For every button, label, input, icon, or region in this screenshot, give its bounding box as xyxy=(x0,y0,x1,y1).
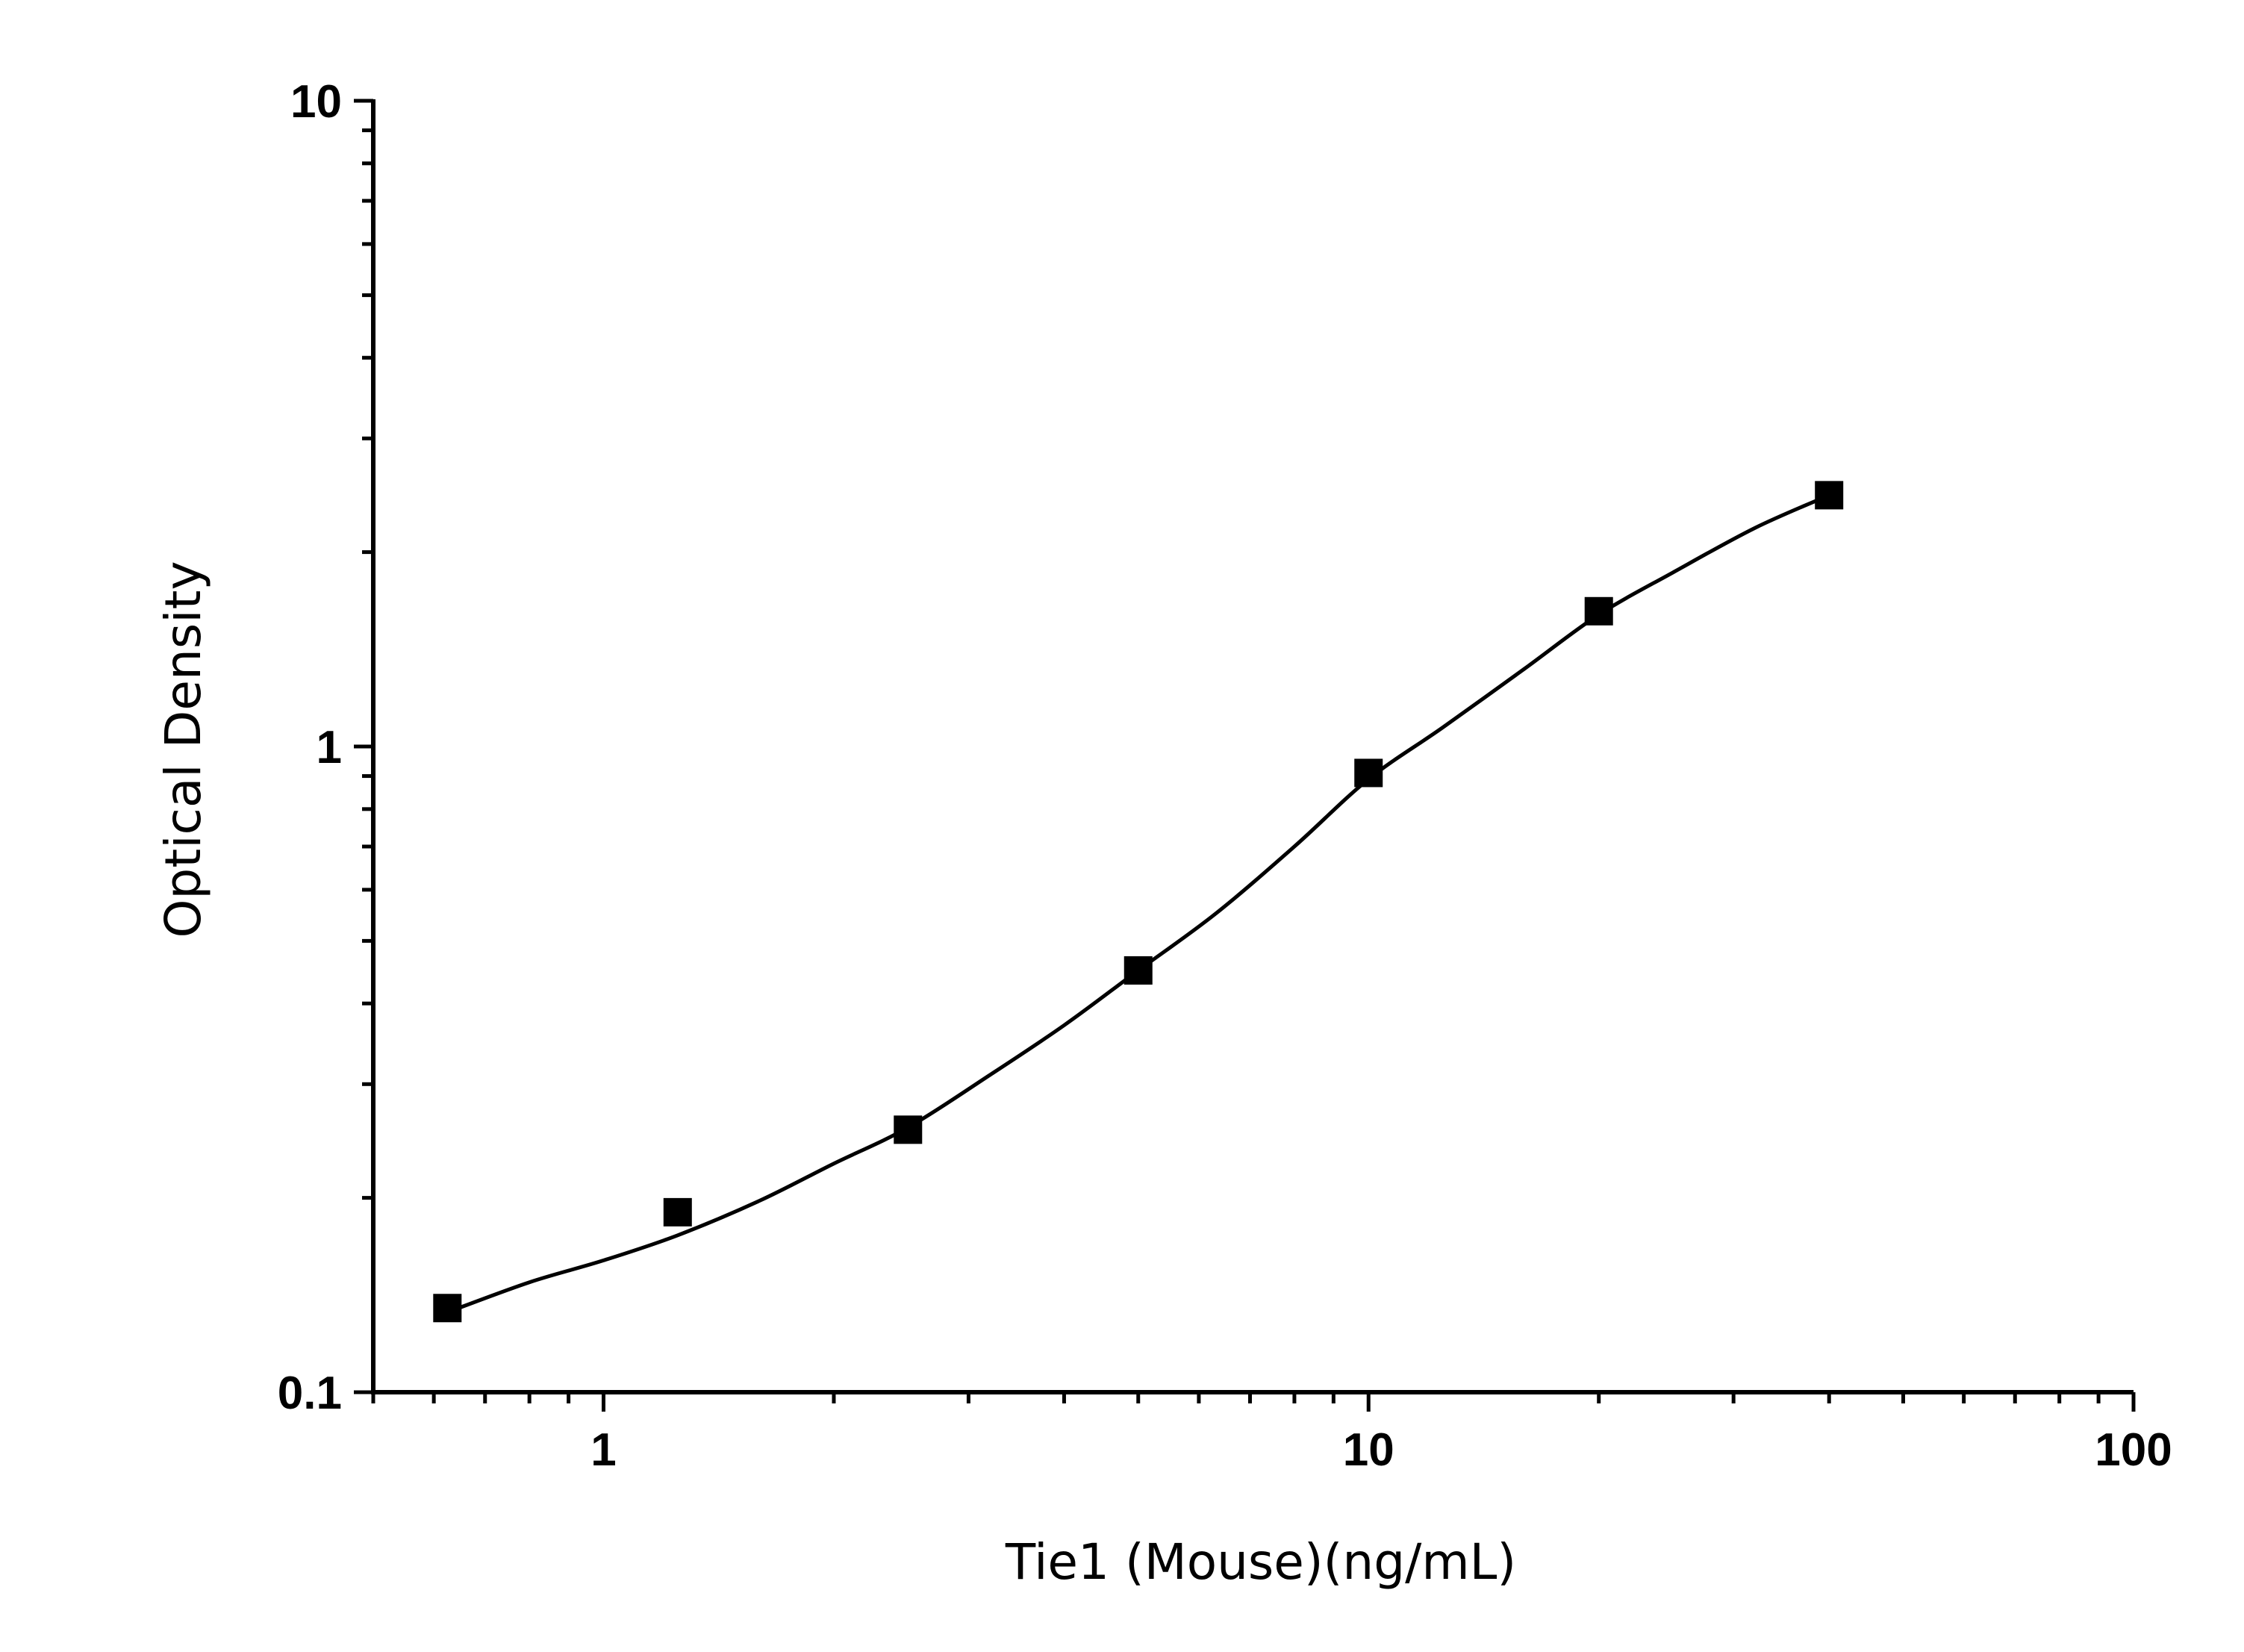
x-axis-title: Tie1 (Mouse)(ng/mL) xyxy=(1005,1533,1516,1591)
y-axis-title: Optical Density xyxy=(155,561,212,938)
data-points xyxy=(433,481,1844,1323)
y-tick-label: 1 xyxy=(317,722,342,773)
data-point xyxy=(433,1294,462,1323)
data-point xyxy=(1123,956,1153,985)
tick-labels: 1 10 100 0.1 1 10 xyxy=(278,76,2172,1476)
data-point xyxy=(663,1197,692,1226)
x-tick-label: 10 xyxy=(1343,1424,1394,1476)
x-tick-label: 1 xyxy=(590,1424,616,1476)
y-tick-label: 0.1 xyxy=(278,1368,342,1419)
ticks xyxy=(354,99,2136,1412)
y-tick-label: 10 xyxy=(290,76,342,128)
data-point xyxy=(1584,596,1613,626)
axes xyxy=(371,99,2134,1394)
data-point xyxy=(1354,758,1383,788)
data-point xyxy=(894,1115,923,1144)
data-point xyxy=(1815,481,1844,510)
fit-curve xyxy=(446,493,1830,1315)
x-tick-label: 100 xyxy=(2095,1424,2172,1476)
